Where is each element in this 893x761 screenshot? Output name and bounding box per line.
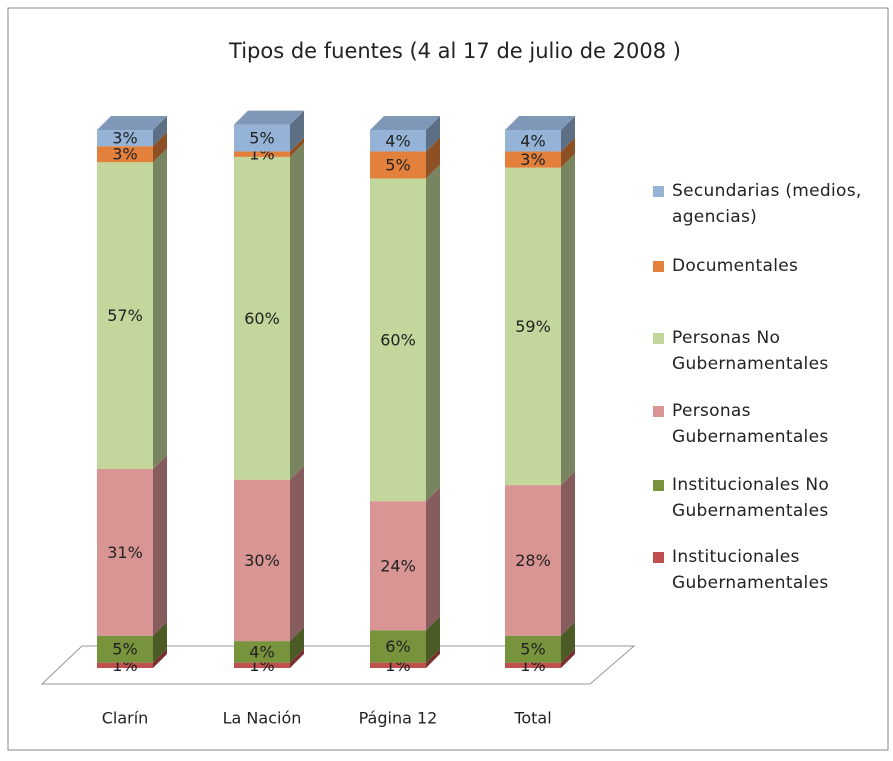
bar-segment — [97, 162, 153, 469]
bar-segment — [97, 468, 153, 636]
bar-segment — [234, 156, 290, 480]
legend-label: Secundarias (medios, agencias) — [672, 181, 862, 227]
bar-side — [153, 148, 167, 469]
bar-side — [153, 454, 167, 636]
legend-swatch — [653, 333, 664, 344]
legend-label: Personas Gubernamentales — [672, 401, 829, 447]
legend-swatch — [653, 186, 664, 197]
bar-segment — [370, 630, 426, 663]
bar-side — [426, 487, 440, 631]
bar-side — [290, 465, 304, 642]
chart-title: Tipos de fuentes (4 al 17 de julio de 20… — [228, 39, 681, 63]
bar-side — [290, 142, 304, 480]
bar-side — [561, 137, 575, 168]
bar-segment — [234, 124, 290, 152]
bar-side — [153, 132, 167, 163]
bar-segment — [370, 501, 426, 631]
bar-side — [426, 648, 440, 668]
bar-segment — [505, 167, 561, 486]
x-tick-label: Clarín — [102, 709, 149, 728]
legend-swatch — [653, 552, 664, 563]
bar-segment — [234, 151, 290, 157]
data-label: 3% — [520, 150, 545, 169]
data-label: 30% — [244, 551, 280, 570]
floor — [40, 645, 636, 685]
data-label: 4% — [385, 131, 410, 150]
bar-segment — [234, 479, 290, 642]
bar-segment — [505, 635, 561, 663]
legend-label: Institucionales Gubernamentales — [672, 547, 829, 593]
bar-segment — [505, 151, 561, 168]
data-label: 4% — [249, 642, 274, 661]
bar-side — [153, 116, 167, 147]
bar-segment — [370, 178, 426, 502]
bar-side — [153, 621, 167, 663]
bar-segment — [370, 130, 426, 152]
data-label: 5% — [520, 640, 545, 659]
data-label: 3% — [112, 145, 137, 164]
legend-swatch — [653, 261, 664, 272]
legend-label: Personas No Gubernamentales — [672, 328, 829, 374]
data-label: 28% — [515, 551, 551, 570]
bar-segment — [505, 485, 561, 636]
data-label: 4% — [520, 131, 545, 150]
bar-top — [370, 116, 440, 130]
bar-side — [561, 471, 575, 636]
bar-side — [561, 648, 575, 668]
bar-side — [290, 648, 304, 668]
bar-top — [234, 110, 304, 125]
data-label: 57% — [107, 306, 143, 325]
data-label: 6% — [385, 637, 410, 656]
x-tick-label: Página 12 — [359, 709, 438, 728]
bar-segment — [97, 635, 153, 663]
legend-label: Institucionales No Gubernamentales — [672, 475, 830, 521]
data-label: 5% — [249, 129, 274, 148]
bar-side — [426, 616, 440, 663]
data-label: 24% — [380, 556, 416, 575]
x-tick-label: La Nación — [223, 709, 302, 728]
bar-side — [426, 116, 440, 152]
legend-swatch — [653, 480, 664, 491]
bar-side — [153, 648, 167, 668]
bar-segment — [97, 662, 153, 668]
bar-side — [290, 137, 304, 157]
bar-side — [290, 110, 304, 152]
bar-segment — [370, 662, 426, 668]
data-label: 3% — [112, 129, 137, 148]
bar-segment — [97, 146, 153, 163]
legend-label: Documentales — [672, 256, 799, 276]
data-label: 59% — [515, 317, 551, 336]
x-tick-label: Total — [513, 709, 551, 728]
bar-segment — [234, 662, 290, 668]
data-label: 31% — [107, 543, 143, 562]
bar-side — [426, 164, 440, 502]
bar-side — [290, 627, 304, 663]
legend-swatch — [653, 406, 664, 417]
bar-side — [561, 116, 575, 152]
bar-side — [561, 153, 575, 486]
data-label: 5% — [112, 640, 137, 659]
data-label: 5% — [385, 155, 410, 174]
bar-segment — [234, 641, 290, 663]
bar-side — [426, 137, 440, 179]
bar-top — [505, 116, 575, 130]
bar-segment — [505, 662, 561, 668]
bar-segment — [370, 151, 426, 179]
data-label: 60% — [244, 309, 280, 328]
bar-segment — [505, 130, 561, 152]
bar-side — [561, 621, 575, 663]
bar-segment — [97, 130, 153, 147]
bar-top — [97, 116, 167, 130]
data-label: 60% — [380, 330, 416, 349]
